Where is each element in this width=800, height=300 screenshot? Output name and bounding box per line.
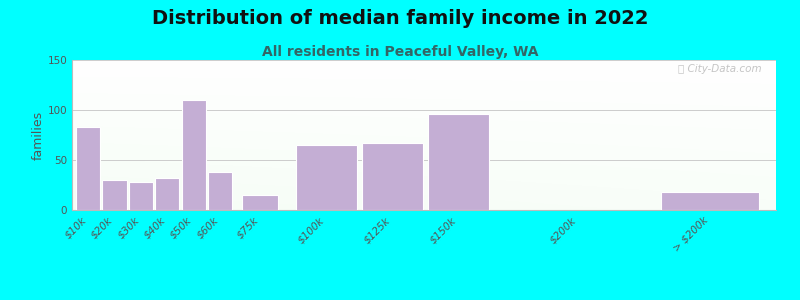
Bar <box>661 192 758 210</box>
Text: All residents in Peaceful Valley, WA: All residents in Peaceful Valley, WA <box>262 45 538 59</box>
Text: Distribution of median family income in 2022: Distribution of median family income in … <box>152 9 648 28</box>
Bar <box>182 100 206 210</box>
Bar <box>208 172 232 210</box>
Bar <box>102 180 126 210</box>
Bar <box>296 145 357 210</box>
Bar <box>362 143 422 210</box>
Bar <box>428 114 489 210</box>
Text: ⓘ City-Data.com: ⓘ City-Data.com <box>678 64 762 74</box>
Bar <box>242 195 278 210</box>
Bar <box>129 182 153 210</box>
Y-axis label: families: families <box>32 110 45 160</box>
Bar <box>76 127 100 210</box>
Bar <box>155 178 179 210</box>
